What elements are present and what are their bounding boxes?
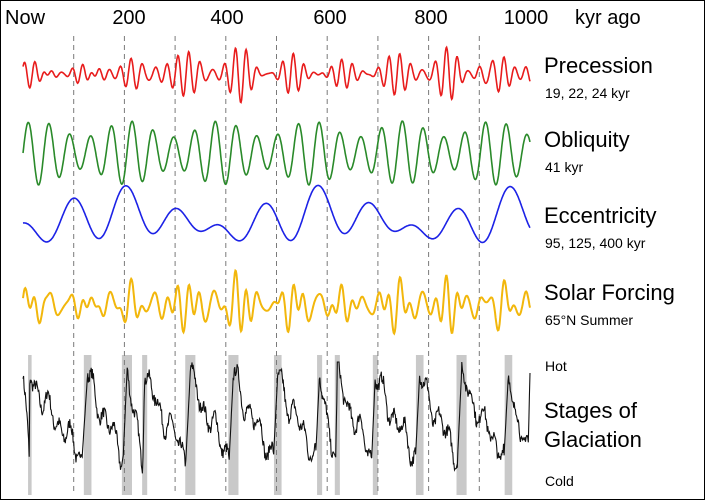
x-unit-label: kyr ago — [575, 7, 641, 29]
interglacial-band — [504, 355, 513, 495]
eccentricity-curve — [22, 184, 531, 244]
obliquity-label: Obliquity — [544, 127, 630, 152]
interglacial-band — [121, 355, 133, 495]
x-tick-label: 1000 — [504, 7, 549, 29]
precession-periods-label: 19, 22, 24 kyr — [545, 85, 630, 101]
precession-label: Precession — [544, 53, 653, 78]
obliquity-periods-label: 41 kyr — [545, 159, 583, 175]
solar-forcing-curve — [22, 268, 531, 336]
eccentricity-periods-label: 95, 125, 400 kyr — [545, 235, 646, 251]
glaciation-label-line-1: Stages of — [544, 398, 638, 423]
interglacial-band — [415, 355, 424, 495]
x-tick-label: 800 — [414, 7, 447, 29]
interglacial-band — [317, 355, 323, 495]
precession-curve — [22, 45, 531, 104]
x-tick-label: 400 — [210, 7, 243, 29]
series-curves — [22, 45, 531, 474]
interglacial-band — [273, 355, 282, 495]
interglacial-band — [83, 355, 92, 495]
interglacial-band — [456, 355, 467, 495]
interglacial-band — [142, 355, 148, 495]
cold-label: Cold — [545, 473, 574, 489]
interglacial-band — [228, 355, 239, 495]
obliquity-curve — [22, 120, 531, 186]
eccentricity-label: Eccentricity — [544, 203, 656, 228]
x-tick-label: 200 — [112, 7, 145, 29]
glaciation-curve — [22, 361, 531, 474]
x-tick-label: 600 — [313, 7, 346, 29]
hot-label: Hot — [545, 358, 567, 374]
grid-lines — [73, 36, 480, 495]
glaciation-label-line-2: Glaciation — [544, 427, 642, 452]
interglacial-band — [372, 355, 378, 495]
series-labels: Precession 19, 22, 24 kyr Obliquity 41 k… — [544, 53, 675, 489]
x-tick-label: Now — [5, 7, 46, 29]
solar-forcing-label: Solar Forcing — [544, 280, 675, 305]
interglacial-band — [185, 355, 196, 495]
interglacial-bands — [28, 355, 513, 495]
interglacial-band — [334, 355, 340, 495]
x-axis-ticks: Now 200 400 600 800 1000 kyr ago — [5, 7, 641, 29]
solar-forcing-sublabel: 65°N Summer — [545, 312, 633, 328]
